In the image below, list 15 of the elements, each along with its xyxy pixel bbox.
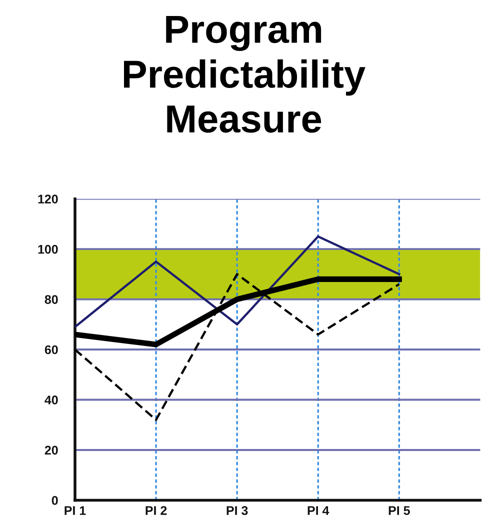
y-tick-label: 120: [38, 194, 58, 204]
y-tick-label: 60: [44, 345, 58, 354]
x-tick-label: PI 4: [308, 506, 330, 515]
y-tick-label: 0: [52, 496, 58, 505]
y-tick-label: 80: [44, 295, 58, 304]
y-tick-label: 40: [44, 396, 58, 404]
x-tick-label: PI 3: [226, 506, 248, 515]
line-series: [75, 273, 400, 421]
chart-title: Program Predictability Measure: [124, 16, 366, 133]
x-tick-label: PI 2: [146, 506, 167, 515]
y-tick-label: 100: [38, 244, 58, 254]
line-series: [75, 235, 400, 328]
y-tick-label: 20: [44, 446, 58, 455]
x-tick-label: PI 1: [64, 506, 86, 515]
x-tick-label: PI 5: [388, 506, 410, 515]
